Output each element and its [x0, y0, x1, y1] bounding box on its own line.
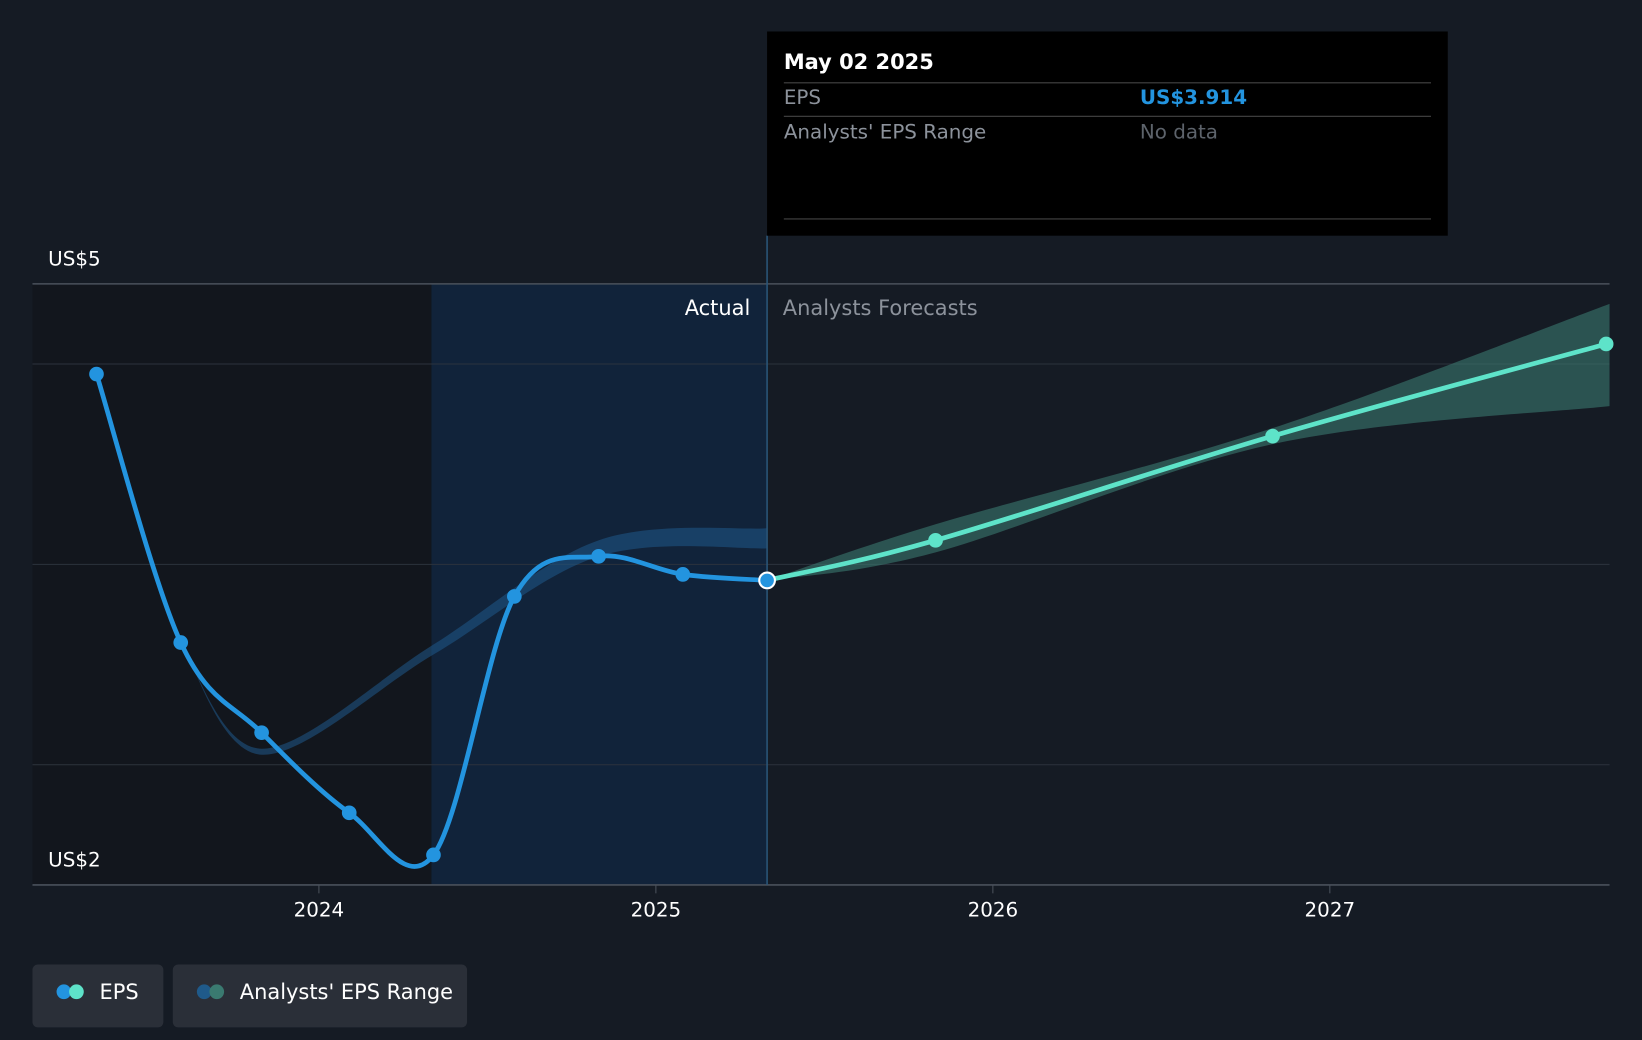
region-label: Actual [685, 296, 751, 320]
eps-point [254, 725, 269, 741]
legend-label: Analysts' EPS Range [240, 980, 453, 1004]
x-tick-label: 2027 [1305, 899, 1356, 922]
tooltip-label: Analysts' EPS Range [784, 121, 986, 144]
legend: EPS Analysts' EPS Range [32, 964, 468, 1028]
y-tick-label: US$5 [48, 247, 100, 270]
tooltip-box [767, 31, 1448, 236]
eps-point [507, 589, 522, 604]
x-tick-label: 2024 [294, 899, 345, 922]
legend-dot [209, 984, 225, 1000]
legend-button[interactable] [172, 964, 468, 1028]
range-band [767, 303, 1610, 581]
eps-point [675, 567, 691, 582]
tooltip-value: No data [1140, 121, 1218, 144]
eps-point [173, 635, 189, 650]
eps-point [89, 366, 104, 382]
forecast-point [928, 532, 943, 548]
x-tick-label: 2025 [631, 899, 682, 922]
tooltip-label: EPS [784, 86, 821, 109]
legend-button[interactable] [32, 964, 164, 1028]
tooltip-value: US$3.914 [1140, 86, 1247, 109]
legend-dot [56, 984, 72, 1000]
y-tick-label: US$2 [48, 848, 100, 871]
x-tick-label: 2026 [968, 899, 1019, 922]
legend-label: EPS [99, 980, 138, 1004]
legend-dot [69, 984, 84, 1000]
actual-region [431, 283, 768, 885]
eps-point [758, 571, 776, 590]
legend-dot [196, 984, 212, 1000]
eps-point [591, 549, 606, 564]
eps-point [341, 805, 357, 821]
region-label: Analysts Forecasts [783, 296, 978, 320]
tooltip-date: May 02 2025 [784, 50, 934, 74]
forecast-point [1265, 428, 1280, 444]
forecast-point [1598, 336, 1614, 352]
eps-point [426, 847, 441, 863]
forecast-line [766, 341, 1607, 583]
